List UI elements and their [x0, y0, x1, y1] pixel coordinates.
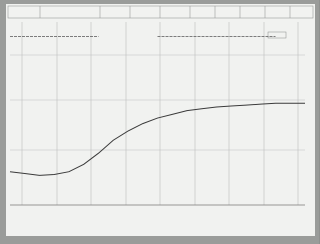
- chart: [0, 0, 319, 244]
- paper: [6, 4, 315, 236]
- page: (() => { const data = JSON.parse(documen…: [0, 0, 319, 244]
